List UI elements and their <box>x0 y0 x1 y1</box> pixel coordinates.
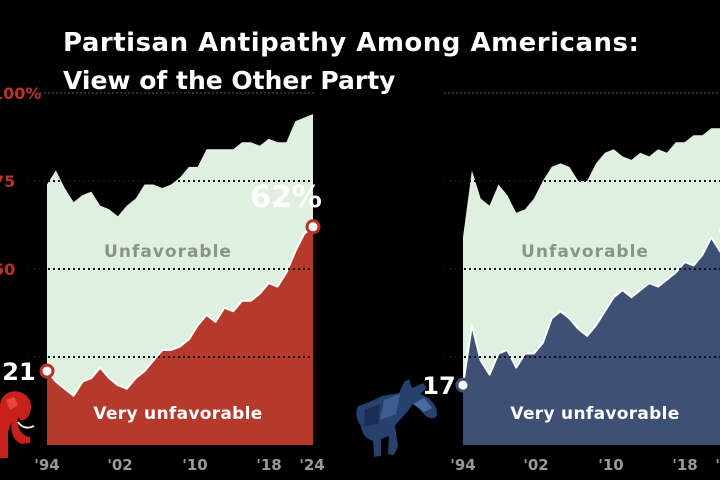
unfavorable-label: Unfavorable <box>521 242 649 262</box>
y-tick-label: 75 <box>0 172 15 191</box>
x-tick-label: '18 <box>256 456 281 474</box>
y-tick-label: 50 <box>0 260 15 279</box>
x-tick-label: '10 <box>598 456 623 474</box>
x-tick-label: '02 <box>523 456 548 474</box>
unfavorable-label: Unfavorable <box>104 242 232 262</box>
chart-title-line2: View of the Other Party <box>63 66 395 95</box>
start-marker <box>455 377 471 393</box>
very-unfavorable-label: Very unfavorable <box>93 404 262 424</box>
chart-panel-democrats: '94 '02 '10 '18 '24 Unfavorable Very unfavorab… <box>422 92 720 474</box>
x-tick-label: '10 <box>182 456 207 474</box>
elephant-icon <box>0 391 35 458</box>
start-marker <box>39 363 55 379</box>
chart-title-line1: Partisan Antipathy Among Americans: <box>63 28 639 58</box>
x-tick-label: '24 <box>715 456 720 474</box>
y-tick-label: 100% <box>0 84 41 103</box>
start-value-label: 17 <box>422 372 455 400</box>
end-marker <box>305 219 321 235</box>
very-unfavorable-label: Very unfavorable <box>510 404 679 424</box>
end-value-label: 54% <box>717 206 720 241</box>
donkey-icon <box>356 379 437 457</box>
very-unfavorable-area <box>463 237 720 445</box>
x-tick-label: '18 <box>672 456 697 474</box>
very-unfavorable-line <box>46 226 314 397</box>
x-tick-label: '94 <box>450 456 475 474</box>
start-value-label: 21 <box>2 358 35 386</box>
very-unfavorable-area <box>47 226 313 445</box>
very-unfavorable-line <box>462 236 720 386</box>
chart-panel-republicans: 100% 75 50 '94 '02 '10 '18 '24 Unfavorable Very u… <box>0 84 325 474</box>
end-value-label: 62% <box>250 180 322 215</box>
x-tick-label: '02 <box>107 456 132 474</box>
x-tick-label: '94 <box>34 456 59 474</box>
x-tick-label: '24 <box>299 456 324 474</box>
